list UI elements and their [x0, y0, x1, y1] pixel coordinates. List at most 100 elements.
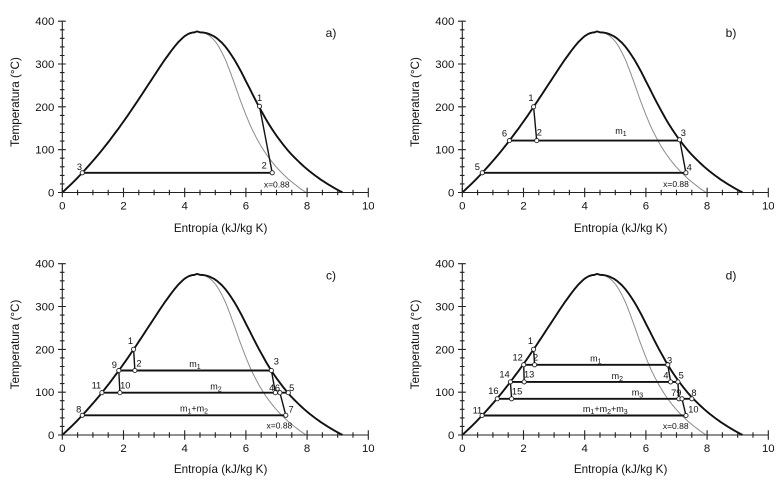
svg-text:0: 0 — [448, 430, 454, 442]
svg-text:4: 4 — [582, 201, 588, 213]
svg-text:1: 1 — [128, 336, 133, 346]
svg-text:10: 10 — [762, 443, 775, 455]
svg-text:100: 100 — [35, 387, 54, 399]
svg-text:m2​: m2​ — [210, 382, 222, 394]
svg-text:3: 3 — [274, 357, 279, 367]
svg-text:12: 12 — [513, 353, 523, 363]
svg-text:4: 4 — [687, 163, 692, 173]
svg-text:6: 6 — [275, 383, 280, 393]
svg-text:6: 6 — [243, 201, 249, 213]
svg-text:14: 14 — [499, 370, 509, 380]
svg-text:7: 7 — [289, 405, 294, 415]
svg-text:8: 8 — [704, 201, 710, 213]
svg-text:3: 3 — [681, 128, 686, 138]
svg-text:400: 400 — [435, 16, 454, 28]
svg-text:4: 4 — [663, 371, 668, 381]
svg-text:200: 200 — [35, 102, 54, 114]
svg-text:300: 300 — [435, 59, 454, 71]
svg-text:Temperatura (°C): Temperatura (°C) — [9, 300, 22, 390]
svg-text:10: 10 — [362, 443, 375, 455]
svg-text:7: 7 — [671, 388, 676, 398]
svg-text:2: 2 — [120, 201, 126, 213]
svg-text:15: 15 — [512, 387, 522, 397]
svg-text:2: 2 — [537, 127, 542, 137]
svg-text:m1​: m1​ — [615, 126, 627, 138]
svg-text:0: 0 — [459, 201, 465, 213]
svg-text:16: 16 — [488, 386, 498, 396]
svg-text:8: 8 — [704, 443, 710, 455]
svg-text:x=0.88: x=0.88 — [267, 420, 293, 430]
svg-text:6: 6 — [643, 201, 649, 213]
svg-text:10: 10 — [120, 380, 130, 390]
svg-text:200: 200 — [35, 344, 54, 356]
svg-text:200: 200 — [435, 102, 454, 114]
svg-text:0: 0 — [48, 188, 54, 200]
svg-text:m3​: m3​ — [632, 388, 644, 400]
svg-text:0: 0 — [448, 188, 454, 200]
svg-text:0: 0 — [459, 443, 465, 455]
svg-text:400: 400 — [35, 259, 54, 271]
svg-text:9: 9 — [112, 360, 117, 370]
svg-text:m1​+m2​: m1​+m2​ — [180, 404, 208, 416]
svg-text:2: 2 — [136, 359, 141, 369]
svg-text:0: 0 — [59, 443, 65, 455]
svg-text:100: 100 — [435, 387, 454, 399]
svg-text:400: 400 — [35, 16, 54, 28]
svg-text:8: 8 — [304, 443, 310, 455]
svg-text:d): d) — [726, 269, 737, 283]
svg-text:8: 8 — [304, 201, 310, 213]
svg-text:100: 100 — [435, 145, 454, 157]
svg-text:11: 11 — [473, 406, 483, 416]
svg-text:3: 3 — [77, 162, 82, 172]
svg-text:Entropía (kJ/kg K): Entropía (kJ/kg K) — [174, 222, 268, 235]
svg-text:8: 8 — [691, 388, 696, 398]
svg-text:10: 10 — [362, 201, 375, 213]
svg-text:x=0.88: x=0.88 — [663, 421, 689, 431]
svg-text:Entropía (kJ/kg K): Entropía (kJ/kg K) — [574, 222, 668, 235]
svg-text:1: 1 — [528, 336, 533, 346]
svg-text:3: 3 — [667, 356, 672, 366]
svg-text:4: 4 — [182, 443, 188, 455]
svg-text:Temperatura (°C): Temperatura (°C) — [409, 57, 422, 147]
svg-text:0: 0 — [59, 201, 65, 213]
svg-text:5: 5 — [679, 371, 684, 381]
svg-text:5: 5 — [289, 383, 294, 393]
svg-text:2: 2 — [262, 161, 267, 171]
svg-text:x=0.88: x=0.88 — [663, 179, 689, 189]
svg-text:6: 6 — [243, 443, 249, 455]
svg-text:a): a) — [326, 26, 337, 40]
svg-text:100: 100 — [35, 145, 54, 157]
svg-text:m2​: m2​ — [612, 371, 624, 383]
svg-text:2: 2 — [520, 443, 526, 455]
svg-text:m1​: m1​ — [189, 359, 201, 371]
svg-text:300: 300 — [35, 59, 54, 71]
svg-text:5: 5 — [475, 162, 480, 172]
svg-text:m1​: m1​ — [590, 353, 602, 365]
svg-text:300: 300 — [435, 302, 454, 314]
svg-text:10: 10 — [762, 201, 775, 213]
svg-text:Temperatura (°C): Temperatura (°C) — [409, 300, 422, 390]
svg-text:11: 11 — [92, 380, 102, 390]
svg-text:1: 1 — [528, 93, 533, 103]
svg-text:9: 9 — [676, 388, 681, 398]
svg-text:2: 2 — [120, 443, 126, 455]
svg-text:13: 13 — [524, 370, 534, 380]
svg-text:Temperatura (°C): Temperatura (°C) — [9, 57, 22, 147]
svg-text:200: 200 — [435, 344, 454, 356]
svg-text:Entropía (kJ/kg K): Entropía (kJ/kg K) — [574, 463, 668, 476]
svg-text:10: 10 — [688, 404, 698, 414]
svg-text:m1​+m2​+m3​: m1​+m2​+m3​ — [583, 404, 628, 416]
svg-text:4: 4 — [582, 443, 588, 455]
svg-text:b): b) — [726, 26, 737, 40]
svg-text:8: 8 — [76, 404, 81, 414]
svg-text:6: 6 — [502, 128, 507, 138]
svg-text:2: 2 — [533, 353, 538, 363]
svg-text:1: 1 — [257, 93, 262, 103]
svg-text:x=0.88: x=0.88 — [264, 179, 290, 189]
svg-text:0: 0 — [48, 430, 54, 442]
svg-text:6: 6 — [643, 443, 649, 455]
svg-text:300: 300 — [35, 302, 54, 314]
svg-text:4: 4 — [182, 201, 188, 213]
svg-text:2: 2 — [520, 201, 526, 213]
svg-text:400: 400 — [435, 259, 454, 271]
